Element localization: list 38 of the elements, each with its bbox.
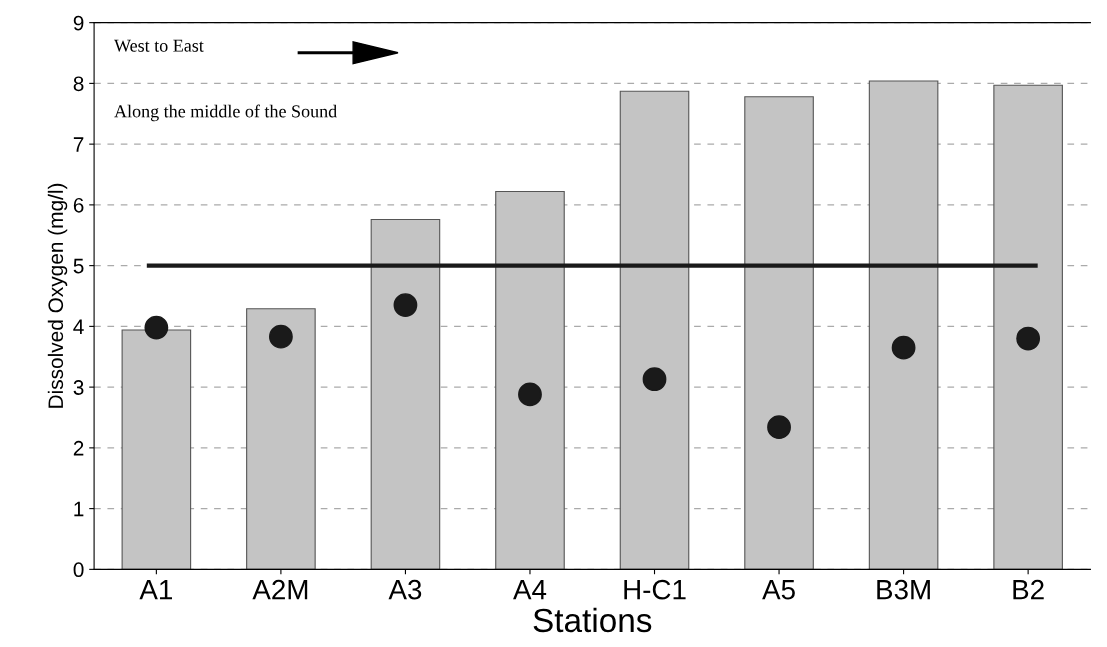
- x-tick-label: H-C1: [624, 579, 686, 600]
- bar: [121, 329, 192, 570]
- point: [269, 324, 293, 349]
- annotation: Along the middle of the Sound: [114, 104, 337, 122]
- x-tick-label: A1: [139, 580, 172, 600]
- point: [642, 367, 667, 392]
- bar: [868, 80, 939, 570]
- y-tick-label: 4: [73, 319, 84, 334]
- x-tick-label: B2: [1013, 579, 1044, 600]
- x-tick-label: A2M: [252, 579, 308, 600]
- x-tick-label: A3: [388, 579, 422, 600]
- bar: [246, 308, 316, 570]
- point: [144, 315, 169, 340]
- x-tick-label: A4: [513, 580, 547, 600]
- bar: [993, 84, 1063, 570]
- bar: [370, 218, 441, 570]
- y-tick-label: 9: [73, 15, 84, 31]
- y-axis-title: Dissolved Oxygen (mg/l): [47, 183, 68, 408]
- point: [393, 293, 418, 318]
- y-tick-label: 0: [73, 562, 84, 578]
- point: [767, 415, 791, 440]
- bar: [744, 96, 814, 570]
- y-tick-label: 7: [73, 137, 84, 152]
- y-tick-label: 6: [73, 197, 84, 213]
- x-axis-title: Stations: [533, 607, 652, 633]
- bar: [619, 90, 690, 570]
- y-tick-label: 5: [73, 258, 84, 274]
- annotation: West to East: [114, 39, 204, 52]
- bar: [495, 190, 565, 570]
- y-tick-label: 3: [73, 380, 84, 395]
- point: [1016, 326, 1041, 351]
- point: [891, 335, 916, 360]
- x-tick-label: B3M: [877, 579, 930, 600]
- point: [518, 382, 542, 407]
- y-tick-label: 1: [74, 501, 84, 517]
- y-tick-label: 8: [73, 76, 84, 92]
- y-tick-label: 2: [73, 440, 84, 456]
- x-tick-label: A5: [762, 580, 795, 600]
